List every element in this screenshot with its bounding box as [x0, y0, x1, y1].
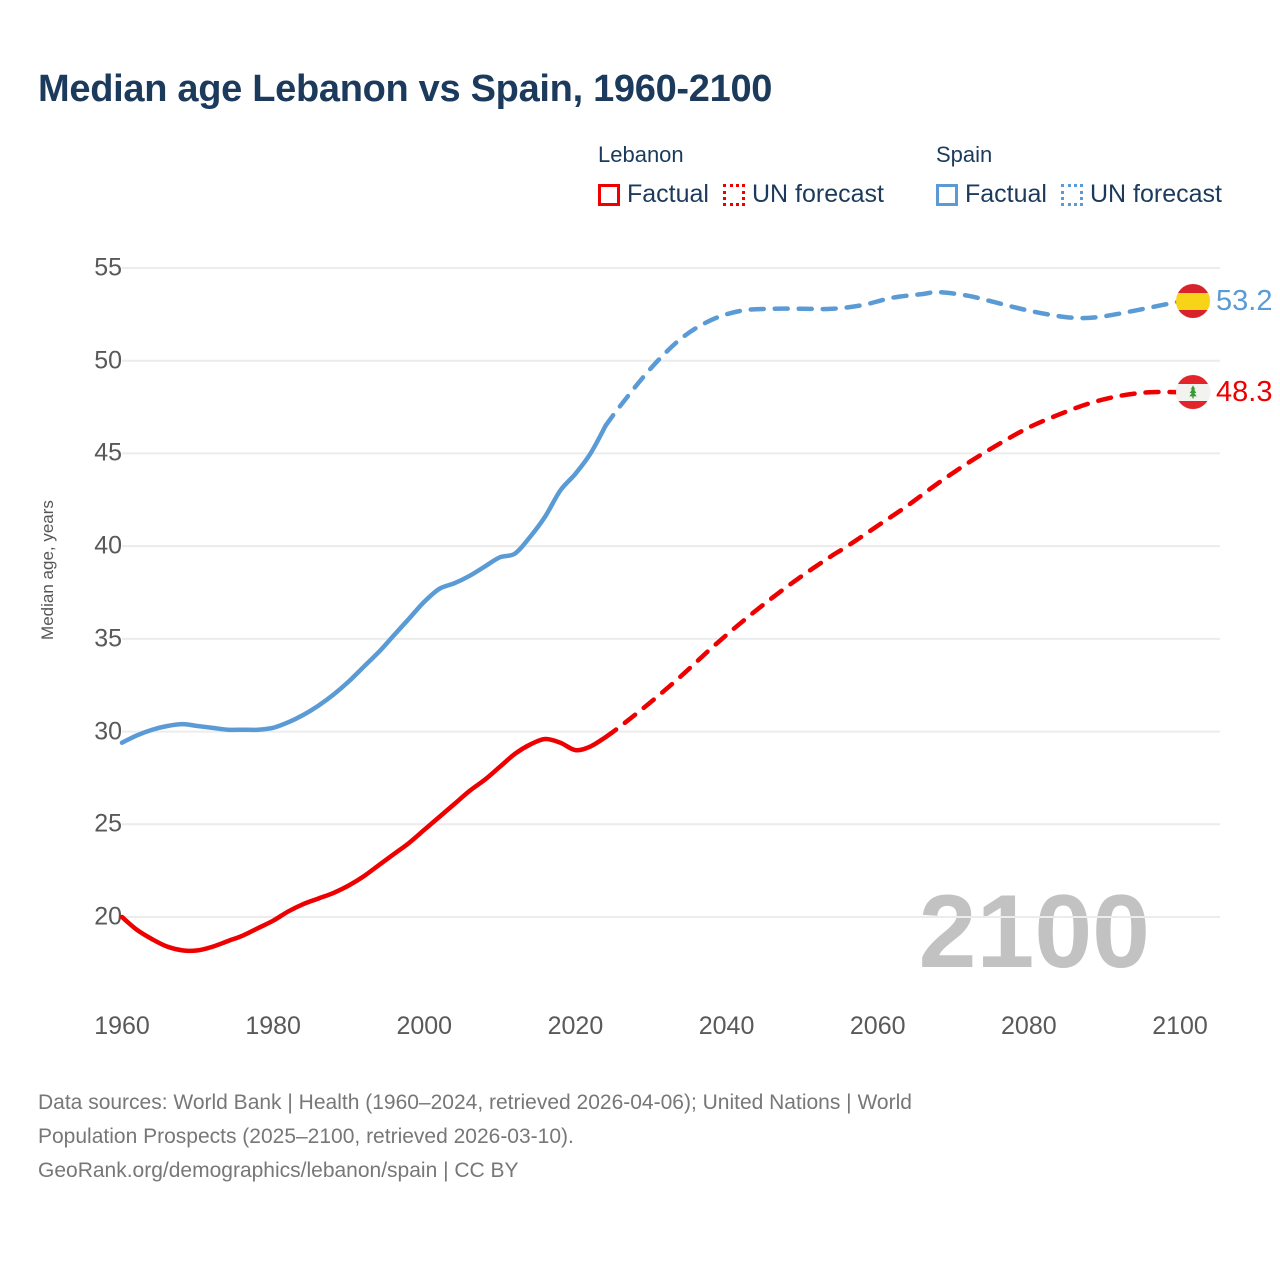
- x-tick-label: 1960: [94, 1012, 150, 1040]
- y-tick-label: 45: [94, 438, 122, 467]
- x-tick-label: 1980: [245, 1012, 301, 1040]
- legend-label-spain-forecast: UN forecast: [1089, 180, 1222, 208]
- legend-label-spain-factual: Factual: [965, 180, 1047, 208]
- y-axis-ticks: 20 25 30 35 40 45 50 55: [0, 0, 122, 1000]
- end-value-spain: 53.2: [1216, 284, 1273, 317]
- series-line-spain-forecast: [603, 289, 1183, 428]
- y-tick-label: 30: [94, 717, 122, 746]
- legend-item-spain-forecast[interactable]: UN forecast: [1060, 180, 1222, 209]
- chart-legend: Lebanon Factual UN forecast Spain Factua…: [598, 142, 1258, 228]
- cedar-tree-icon: [1189, 385, 1197, 399]
- x-tick-label: 2000: [396, 1012, 453, 1040]
- footer-line-3: GeoRank.org/demographics/lebanon/spain |…: [38, 1159, 519, 1182]
- footer-line-2: Population Prospects (2025–2100, retriev…: [38, 1125, 574, 1148]
- x-tick-label: 2060: [849, 1012, 906, 1040]
- legend-swatch-solid-icon: [936, 183, 958, 206]
- series-line-lebanon-factual: [119, 734, 608, 954]
- series-line-lebanon-forecast: [603, 389, 1183, 740]
- x-tick-label: 2080: [1001, 1012, 1057, 1040]
- x-tick-label: 2040: [698, 1012, 755, 1040]
- x-tick-label: 2100: [1152, 1012, 1208, 1040]
- end-value-lebanon: 48.3: [1216, 375, 1273, 408]
- legend-label-lebanon-forecast: UN forecast: [751, 180, 884, 208]
- legend-item-lebanon-factual[interactable]: Factual: [598, 180, 709, 209]
- legend-country-label-spain: Spain: [936, 142, 993, 167]
- end-label-spain: 53.2: [1176, 284, 1273, 319]
- footer-line-1: Data sources: World Bank | Health (1960–…: [38, 1091, 912, 1114]
- y-tick-label: 55: [94, 253, 122, 282]
- spain-flag-icon: [1176, 284, 1210, 319]
- y-tick-label: 40: [94, 531, 122, 560]
- legend-swatch-solid-icon: [598, 183, 620, 206]
- lebanon-flag-icon: [1176, 375, 1210, 410]
- legend-label-lebanon-factual: Factual: [627, 180, 709, 208]
- y-tick-label: 35: [94, 624, 122, 653]
- legend-item-spain-factual[interactable]: Factual: [936, 180, 1047, 209]
- legend-item-lebanon-forecast[interactable]: UN forecast: [722, 180, 884, 209]
- plot-area: [119, 267, 1220, 954]
- y-tick-label: 20: [94, 902, 122, 931]
- footer-sources: Data sources: World Bank | Health (1960–…: [38, 1086, 1218, 1188]
- x-tick-label: 2020: [547, 1012, 604, 1040]
- y-tick-label: 50: [94, 346, 122, 375]
- legend-group-lebanon: Lebanon Factual UN forecast: [598, 142, 884, 209]
- year-watermark: 2100: [918, 874, 1150, 990]
- y-tick-label: 25: [94, 809, 122, 838]
- legend-group-spain: Spain Factual UN forecast: [936, 142, 1222, 209]
- legend-swatch-dotted-icon: [1060, 183, 1083, 206]
- end-label-lebanon: 48.3: [1176, 375, 1273, 410]
- legend-country-label-lebanon: Lebanon: [598, 142, 684, 167]
- page-title: Median age Lebanon vs Spain, 1960-2100: [38, 68, 773, 110]
- legend-swatch-dotted-icon: [722, 183, 745, 206]
- series-line-spain-factual: [119, 423, 608, 745]
